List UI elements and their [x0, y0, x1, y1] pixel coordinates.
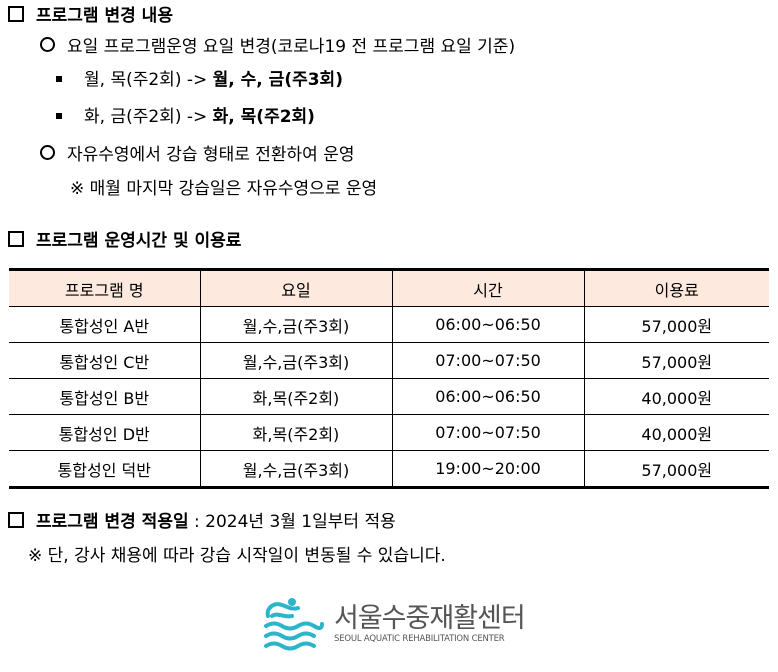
cell-program: 통합성인 B반	[9, 378, 201, 415]
cell-time: 07:00~07:50	[391, 342, 585, 379]
cell-time: 19:00~20:00	[391, 450, 585, 488]
item-weekday-change: 요일 프로그램운영 요일 변경(코로나19 전 프로그램 요일 기준)	[40, 35, 515, 59]
sub-item-from: 화, 금(주2회) ->	[84, 107, 208, 127]
cell-program: 통합성인 D반	[9, 414, 201, 451]
item-free-swim: 자유수영에서 강습 형태로 전환하여 운영	[40, 143, 355, 167]
cell-program: 통합성인 덕반	[9, 450, 201, 488]
header-program: 프로그램 명	[9, 269, 201, 307]
header-fee: 이용료	[583, 269, 769, 307]
wave-swimmer-icon	[264, 598, 324, 651]
checkbox-square-icon	[8, 6, 24, 22]
header-days: 요일	[199, 269, 393, 307]
sub-item-to: 화, 목(주2회)	[212, 107, 315, 127]
item-text: 요일 프로그램운영 요일 변경(코로나19 전 프로그램 요일 기준)	[67, 37, 516, 57]
item-text: 자유수영에서 강습 형태로 전환하여 운영	[67, 145, 355, 165]
cell-program: 통합성인 A반	[9, 306, 201, 343]
circle-bullet-icon	[40, 145, 55, 160]
table-header-row: 프로그램 명 요일 시간 이용료	[9, 269, 769, 307]
section2-heading: 프로그램 운영시간 및 이용료	[8, 229, 241, 253]
cell-fee: 40,000원	[583, 414, 769, 451]
table-row: 통합성인 C반 월,수,금(주3회) 07:00~07:50 57,000원	[9, 342, 769, 379]
circle-bullet-icon	[40, 37, 55, 52]
section2-title: 프로그램 운영시간 및 이용료	[36, 231, 242, 251]
square-bullet-icon	[56, 113, 62, 119]
cell-fee: 57,000원	[583, 306, 769, 343]
sub-item-2: 화, 금(주2회) -> 화, 목(주2회)	[56, 105, 315, 129]
sub-item-from: 월, 목(주2회) ->	[84, 70, 208, 90]
cell-days: 월,수,금(주3회)	[199, 342, 393, 379]
table-row: 통합성인 A반 월,수,금(주3회) 06:00~06:50 57,000원	[9, 306, 769, 343]
section1-heading: 프로그램 변경 내용	[8, 4, 173, 28]
sub-item-1: 월, 목(주2회) -> 월, 수, 금(주3회)	[56, 68, 343, 92]
cell-fee: 57,000원	[583, 342, 769, 379]
logo-name-korean: 서울수중재활센터	[334, 603, 526, 634]
cell-fee: 40,000원	[583, 378, 769, 415]
cell-days: 화,목(주2회)	[199, 378, 393, 415]
section3-note: ※ 단, 강사 채용에 따라 강습 시작일이 변동될 수 있습니다.	[28, 546, 446, 566]
cell-time: 06:00~06:50	[391, 306, 585, 343]
table-row: 통합성인 D반 화,목(주2회) 07:00~07:50 40,000원	[9, 414, 769, 451]
square-bullet-icon	[56, 76, 62, 82]
cell-days: 월,수,금(주3회)	[199, 450, 393, 488]
center-logo: 서울수중재활센터 SEOUL AQUATIC REHABILITATION CE…	[262, 596, 526, 652]
schedule-table: 프로그램 명 요일 시간 이용료 통합성인 A반 월,수,금(주3회) 06:00~…	[9, 268, 769, 489]
section1-title: 프로그램 변경 내용	[36, 6, 173, 26]
cell-program: 통합성인 C반	[9, 342, 201, 379]
cell-days: 화,목(주2회)	[199, 414, 393, 451]
checkbox-square-icon	[8, 231, 24, 247]
header-time: 시간	[391, 269, 585, 307]
cell-time: 06:00~06:50	[391, 378, 585, 415]
cell-fee: 57,000원	[583, 450, 769, 488]
logo-name-english: SEOUL AQUATIC REHABILITATION CENTER	[334, 634, 505, 644]
table-row: 통합성인 B반 화,목(주2회) 06:00~06:50 40,000원	[9, 378, 769, 415]
section3-title: 프로그램 변경 적용일	[36, 512, 189, 532]
section3-value: : 2024년 3월 1일부터 적용	[188, 512, 396, 532]
note-free-swim: ※ 매월 마지막 강습일은 자유수영으로 운영	[70, 179, 378, 199]
cell-time: 07:00~07:50	[391, 414, 585, 451]
sub-item-to: 월, 수, 금(주3회)	[212, 70, 343, 90]
checkbox-square-icon	[8, 512, 24, 528]
cell-days: 월,수,금(주3회)	[199, 306, 393, 343]
section3-heading: 프로그램 변경 적용일 : 2024년 3월 1일부터 적용	[8, 510, 396, 534]
table-row: 통합성인 덕반 월,수,금(주3회) 19:00~20:00 57,000원	[9, 450, 769, 488]
